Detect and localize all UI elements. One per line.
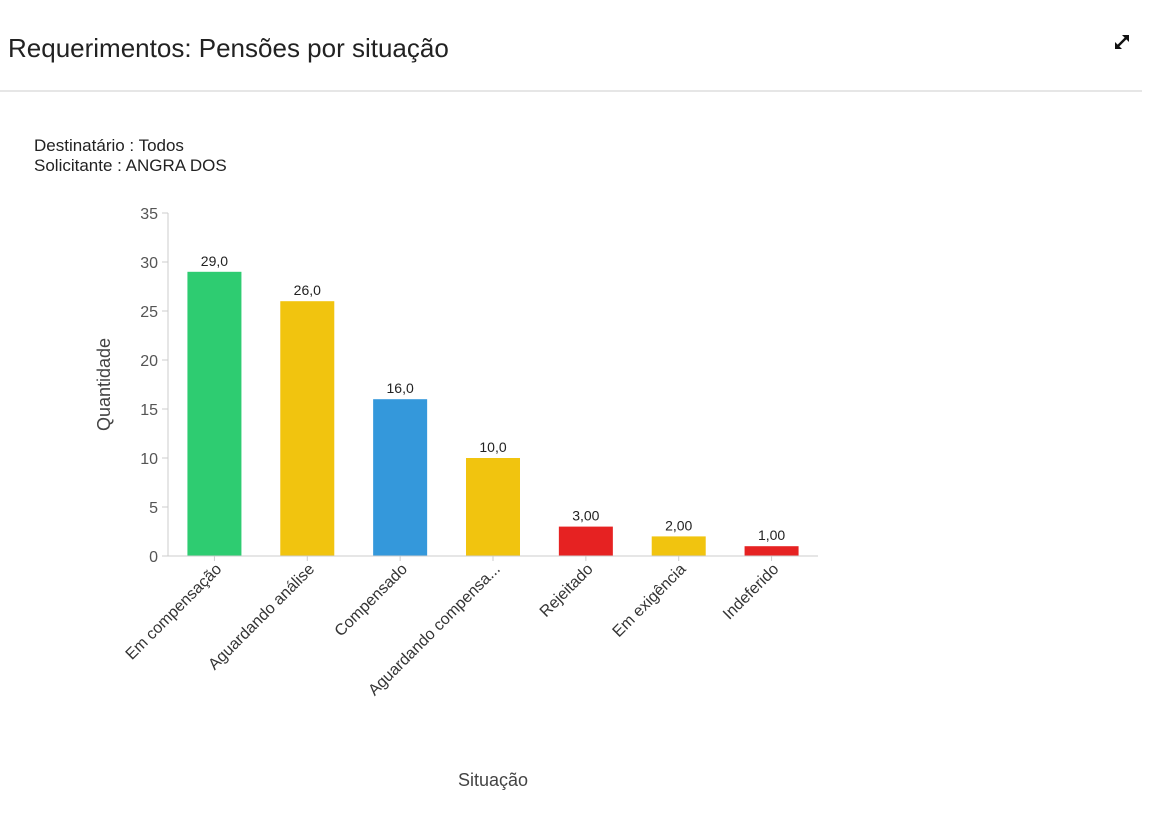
- bar-value-label: 29,0: [201, 253, 228, 269]
- bar[interactable]: [373, 399, 428, 556]
- x-axis-title: Situação: [458, 770, 528, 790]
- x-tick-label: Aguardando análise: [205, 561, 318, 674]
- y-tick-label: 15: [140, 402, 158, 419]
- y-axis-title: Quantidade: [94, 338, 114, 431]
- x-tick-label: Rejeitado: [537, 561, 597, 621]
- y-tick-label: 20: [140, 353, 158, 370]
- bar[interactable]: [744, 546, 799, 556]
- filter-destinatario: Destinatário : Todos: [34, 136, 184, 155]
- panel-title: Requerimentos: Pensões por situação: [8, 33, 449, 63]
- x-tick-label: Compensado: [332, 561, 411, 640]
- y-axis: 0 5 10 15 20 25 30 35: [140, 206, 169, 566]
- chart-filters: Destinatário : Todos Solicitante : ANGRA…: [34, 136, 227, 176]
- bar[interactable]: [558, 526, 613, 556]
- bar-chart: 0 5 10 15 20 25 30 35 29,0 26,0 16,0 10,0 3,00 2,00 1…: [94, 206, 818, 790]
- filter-solicitante: Solicitante : ANGRA DOS: [34, 156, 227, 175]
- y-tick-label: 25: [140, 304, 158, 321]
- bar-value-label: 3,00: [572, 508, 599, 524]
- bar[interactable]: [466, 458, 520, 556]
- bars: [187, 271, 799, 556]
- bar-value-label: 1,00: [758, 527, 785, 543]
- bar[interactable]: [651, 536, 706, 556]
- panel-header: Requerimentos: Pensões por situação: [0, 0, 1142, 92]
- y-tick-label: 10: [140, 451, 158, 468]
- x-tick-label: Em exigência: [610, 561, 690, 641]
- y-tick-label: 5: [149, 500, 158, 517]
- x-tick-label: Indeferido: [720, 561, 782, 623]
- y-tick-label: 35: [140, 206, 158, 223]
- y-tick-label: 0: [149, 549, 158, 566]
- bar[interactable]: [280, 301, 335, 556]
- bar-value-label: 2,00: [665, 517, 692, 533]
- bar-value-label: 10,0: [479, 439, 506, 455]
- x-tick-label: Em compensação: [123, 561, 226, 664]
- expand-arrows-icon[interactable]: [1110, 30, 1134, 54]
- data-labels: 29,0 26,0 16,0 10,0 3,00 2,00 1,00: [201, 253, 786, 543]
- bar[interactable]: [187, 271, 242, 556]
- y-tick-label: 30: [140, 255, 158, 272]
- bar-value-label: 16,0: [387, 380, 414, 396]
- bar-value-label: 26,0: [294, 282, 321, 298]
